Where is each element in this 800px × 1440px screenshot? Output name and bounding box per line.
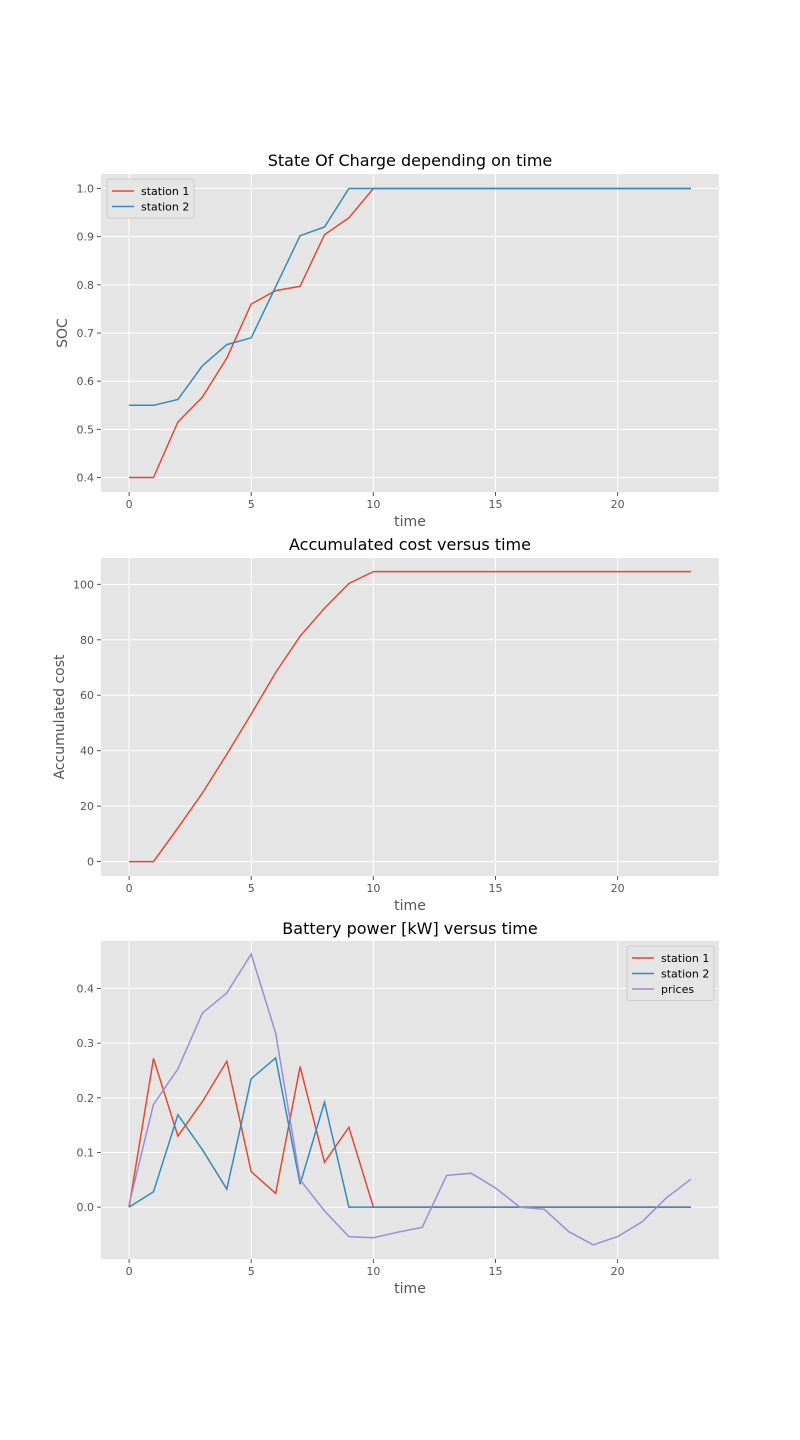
series-line-station-2 [129,187,691,407]
x-axis-label: time [394,898,426,914]
legend-label-station-2: station 2 [661,968,709,981]
panel-battery-power: Battery power [kW] versus time 0 5 10 15 20 … [77,919,719,1297]
legend: station 1 station 2 prices [626,945,715,1001]
series-lines [129,187,691,479]
y-tick-label: 0.0 [77,1201,95,1214]
x-axis-ticks: 0 5 10 15 20 [126,876,625,895]
legend-box [626,945,715,1001]
y-tick-label: 0.1 [77,1146,95,1159]
y-tick-label: 100 [73,578,94,591]
y-tick-label: 0 [87,856,94,869]
legend-label-prices: prices [661,983,694,996]
y-tick-label: 0.5 [77,423,95,436]
x-tick-label: 0 [126,1265,133,1278]
y-tick-label: 0.8 [77,279,95,292]
legend-box [106,178,195,219]
x-tick-label: 0 [126,882,133,895]
legend-label-station-1: station 1 [141,185,189,198]
x-tick-label: 10 [366,1265,380,1278]
x-axis-ticks: 0 5 10 15 20 [126,1259,625,1278]
y-tick-label: 0.2 [77,1092,95,1105]
legend-label-station-2: station 2 [141,201,189,214]
legend-label-station-1: station 1 [661,952,709,965]
series-line-station-2 [128,1056,691,1208]
y-axis-ticks: 0 20 40 60 80 100 [73,578,101,869]
y-tick-label: 0.3 [77,1037,95,1050]
y-tick-label: 20 [80,800,94,813]
y-axis-ticks: 0.4 0.5 0.6 0.7 0.8 0.9 1.0 [77,182,101,485]
y-axis-label: Accumulated cost [52,654,68,780]
x-tick-label: 0 [126,498,133,511]
chart-title: State Of Charge depending on time [268,151,553,170]
chart-title: Battery power [kW] versus time [282,919,537,938]
series-lines [129,570,691,863]
x-axis-label: time [394,1281,426,1297]
x-tick-label: 5 [248,1265,255,1278]
panel-soc: State Of Charge depending on time 0 5 10 15… [55,151,719,530]
y-tick-label: 80 [80,634,94,647]
y-tick-label: 0.9 [77,231,95,244]
chart-title: Accumulated cost versus time [289,535,531,554]
x-tick-label: 20 [611,1265,625,1278]
y-tick-label: 0.4 [77,983,95,996]
x-tick-label: 20 [611,498,625,511]
panel-cost: Accumulated cost versus time 0 5 10 15 20 0 2… [52,535,719,914]
x-tick-label: 15 [488,1265,502,1278]
x-tick-label: 5 [248,882,255,895]
x-tick-label: 5 [248,498,255,511]
series-line [129,570,691,863]
y-tick-label: 0.7 [77,327,95,340]
y-tick-label: 0.6 [77,375,95,388]
grid [101,558,719,876]
y-tick-label: 40 [80,745,94,758]
y-axis-ticks: 0.0 0.1 0.2 0.3 0.4 [77,983,101,1214]
series-line-prices [128,952,692,1246]
plot-area [101,558,719,876]
y-tick-label: 1.0 [77,182,95,195]
x-tick-label: 10 [366,498,380,511]
y-tick-label: 60 [80,689,94,702]
x-tick-label: 20 [611,882,625,895]
x-tick-label: 15 [488,498,502,511]
series-lines [128,952,692,1246]
y-axis-label: SOC [55,318,71,348]
y-tick-label: 0.4 [77,472,95,485]
x-tick-label: 15 [488,882,502,895]
x-axis-ticks: 0 5 10 15 20 [126,492,625,511]
x-tick-label: 10 [366,882,380,895]
legend: station 1 station 2 [106,178,195,219]
x-axis-label: time [394,514,426,530]
